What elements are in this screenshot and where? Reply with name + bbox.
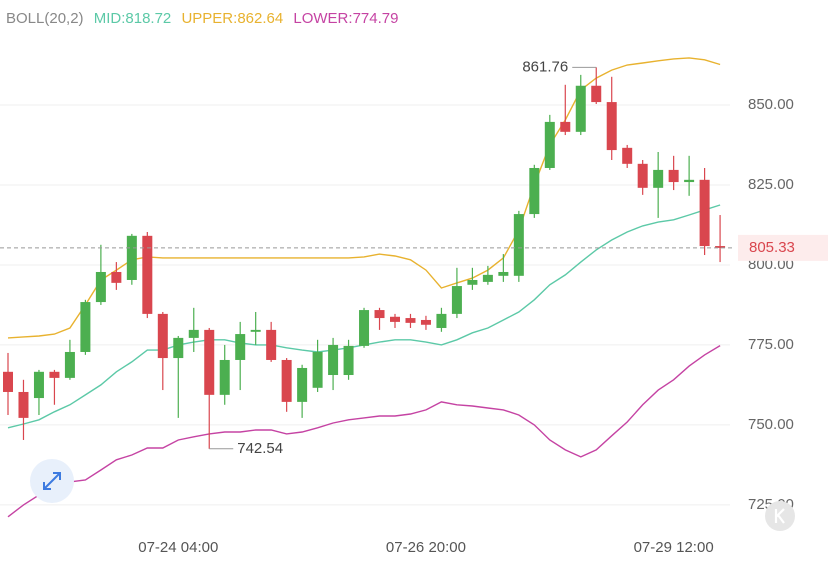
candle-body <box>544 121 555 168</box>
candle-body <box>684 179 695 183</box>
candle-body <box>142 235 153 314</box>
expand-button[interactable] <box>30 459 74 503</box>
candle-body <box>173 337 184 359</box>
candle-body <box>204 329 215 395</box>
legend-value: 774.79 <box>353 10 399 27</box>
candle-body <box>219 359 230 395</box>
indicator-name: BOLL(20,2) <box>6 10 84 27</box>
candle-body <box>622 147 633 164</box>
candle-body <box>343 345 354 376</box>
candle-body <box>297 367 308 402</box>
candle-body <box>498 271 509 276</box>
legend-value: 818.72 <box>125 10 171 27</box>
candle-body <box>188 329 199 338</box>
candle-body <box>64 351 75 378</box>
candle-body <box>529 167 540 215</box>
candle-body <box>281 359 292 402</box>
candle-body <box>668 169 679 183</box>
legend-label: UPPER: <box>181 10 237 27</box>
candle-body <box>80 302 91 352</box>
candle-body <box>3 371 13 392</box>
legend: BOLL(20,2) MID:818.72 UPPER:862.64 LOWER… <box>6 10 398 27</box>
candle-body <box>591 85 602 103</box>
candle-body <box>482 274 493 282</box>
candle-body <box>467 279 478 285</box>
current-price-label: 805.33 <box>749 239 795 256</box>
candle-body <box>33 371 44 399</box>
candle-body <box>405 318 416 323</box>
candle-body <box>18 391 29 418</box>
y-tick-label: 850.00 <box>748 96 794 113</box>
candle-body <box>235 334 246 360</box>
candle-body <box>560 121 571 132</box>
x-tick-label: 07-29 12:00 <box>634 539 714 556</box>
candle-body <box>312 351 323 388</box>
x-tick-label: 07-26 20:00 <box>386 539 466 556</box>
expand-icon[interactable] <box>43 472 61 490</box>
candle-body <box>606 102 617 151</box>
legend-label: LOWER: <box>293 10 352 27</box>
candle-body <box>390 316 400 322</box>
band-line <box>7 344 721 518</box>
candle-body <box>250 329 261 332</box>
y-tick-label: 825.00 <box>748 176 794 193</box>
candle-body <box>157 313 168 359</box>
candle-body <box>653 169 664 188</box>
grid: 725.00750.00775.00800.00825.00850.0007-2… <box>0 96 794 556</box>
x-tick-label: 07-24 04:00 <box>138 539 218 556</box>
candle-body <box>699 179 710 247</box>
candle-body <box>451 286 462 314</box>
current-price-box <box>738 234 828 261</box>
candles <box>3 67 726 449</box>
candle-body <box>436 313 447 328</box>
candle-body <box>49 371 60 378</box>
candle-body <box>359 310 370 346</box>
candle-body <box>111 271 122 283</box>
annotations: 861.76 742.54 805.33 <box>0 58 828 457</box>
candle-body <box>374 310 385 319</box>
candle-body <box>575 85 586 132</box>
candle-body <box>328 344 339 376</box>
min-label: 742.54 <box>237 440 283 457</box>
legend-value: 862.64 <box>237 10 283 27</box>
watermark <box>765 501 795 531</box>
max-label: 861.76 <box>522 58 568 75</box>
candle-body <box>715 246 726 248</box>
candle-body <box>95 271 106 303</box>
candle-body <box>637 163 648 188</box>
candle-body <box>513 214 524 276</box>
y-tick-label: 775.00 <box>748 336 794 353</box>
candle-body <box>420 319 431 325</box>
band-line <box>7 57 721 339</box>
candle-body <box>266 329 277 360</box>
watermark-icon <box>774 508 785 524</box>
y-tick-label: 750.00 <box>748 416 794 433</box>
candle-body <box>126 235 137 280</box>
legend-label: MID: <box>94 10 126 27</box>
